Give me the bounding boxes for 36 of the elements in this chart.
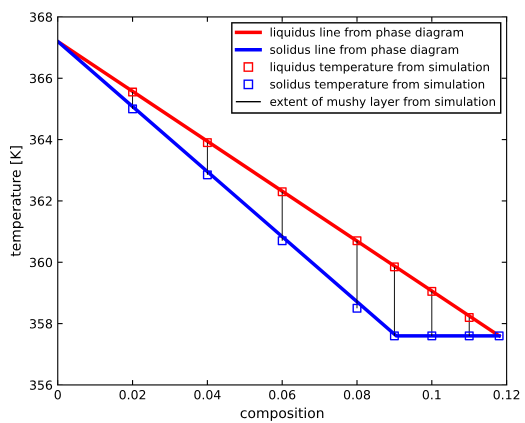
x-tick-label: 0.06: [269, 390, 296, 400]
x-axis-title: composition: [240, 407, 324, 421]
y-tick-label: 368: [30, 12, 52, 22]
point: [202, 138, 212, 148]
legend-label: solidus temperature from simulation: [270, 80, 484, 91]
y-tick-label: 364: [30, 135, 52, 145]
point: [427, 331, 436, 340]
point: [390, 331, 399, 340]
y-tick-label: 358: [30, 319, 52, 329]
legend-label: liquidus temperature from simulation: [270, 62, 489, 74]
y-axis-title: temperature [K]: [10, 146, 24, 256]
point: [390, 262, 399, 272]
legend-label: solidus line from phase diagram: [270, 44, 458, 56]
y-tick-label: 356: [30, 380, 52, 390]
x-tick-label: 0.04: [194, 390, 221, 400]
point: [278, 187, 287, 196]
point: [427, 286, 436, 296]
x-tick-label: 0.08: [344, 390, 370, 400]
y-tick-label: 366: [30, 74, 52, 84]
point: [202, 170, 212, 180]
point: [494, 331, 504, 340]
point: [128, 88, 138, 97]
point: [464, 331, 474, 340]
y-tick-label: 362: [30, 196, 52, 206]
x-tick-label: 0.12: [494, 390, 520, 400]
point: [464, 312, 474, 322]
x-tick-label: 0: [54, 390, 61, 400]
point: [128, 104, 138, 114]
x-tick-label: 0.02: [119, 390, 146, 400]
point: [278, 236, 287, 246]
point: [352, 236, 362, 246]
y-tick-label: 360: [30, 258, 52, 268]
legend-label: extent of mushy layer from simulation: [270, 96, 496, 108]
legend-label: liquidus line from phase diagram: [270, 28, 464, 39]
x-tick-label: 0.1: [422, 390, 441, 400]
point: [352, 304, 362, 313]
